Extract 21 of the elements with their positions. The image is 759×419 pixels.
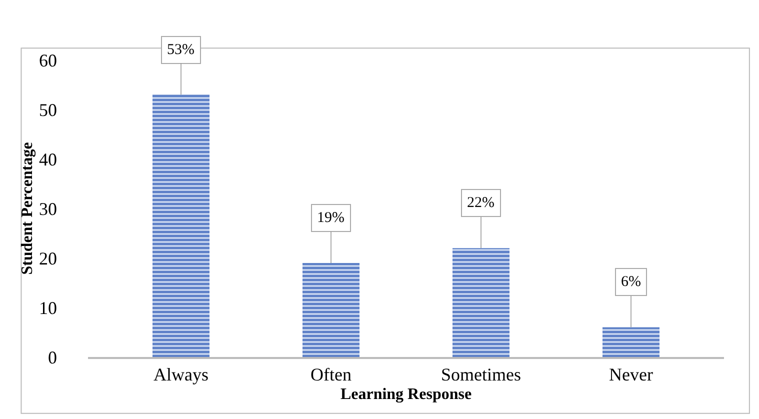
- y-tick-label: 20: [39, 248, 57, 268]
- y-tick-label: 10: [39, 298, 57, 318]
- data-label: 22%: [467, 195, 494, 211]
- y-tick-label: 60: [39, 50, 57, 70]
- y-tick-label: 50: [39, 100, 57, 120]
- bar: [452, 248, 510, 357]
- x-tick-label: Never: [609, 364, 653, 385]
- data-label: 6%: [621, 274, 641, 290]
- bar: [602, 327, 660, 357]
- data-label: 19%: [317, 210, 344, 226]
- bar: [302, 262, 360, 357]
- y-tick-label: 0: [48, 347, 57, 368]
- x-tick-label: Often: [310, 364, 352, 385]
- y-tick-label: 40: [39, 149, 57, 170]
- y-tick-label: 30: [39, 198, 57, 219]
- x-tick-label: Sometimes: [441, 364, 521, 385]
- bar: [152, 94, 210, 357]
- x-axis-title: Learning Response: [340, 386, 472, 403]
- x-tick-label: Always: [154, 364, 208, 385]
- data-label: 53%: [167, 42, 194, 58]
- y-axis-title: Student Percentage: [18, 142, 36, 275]
